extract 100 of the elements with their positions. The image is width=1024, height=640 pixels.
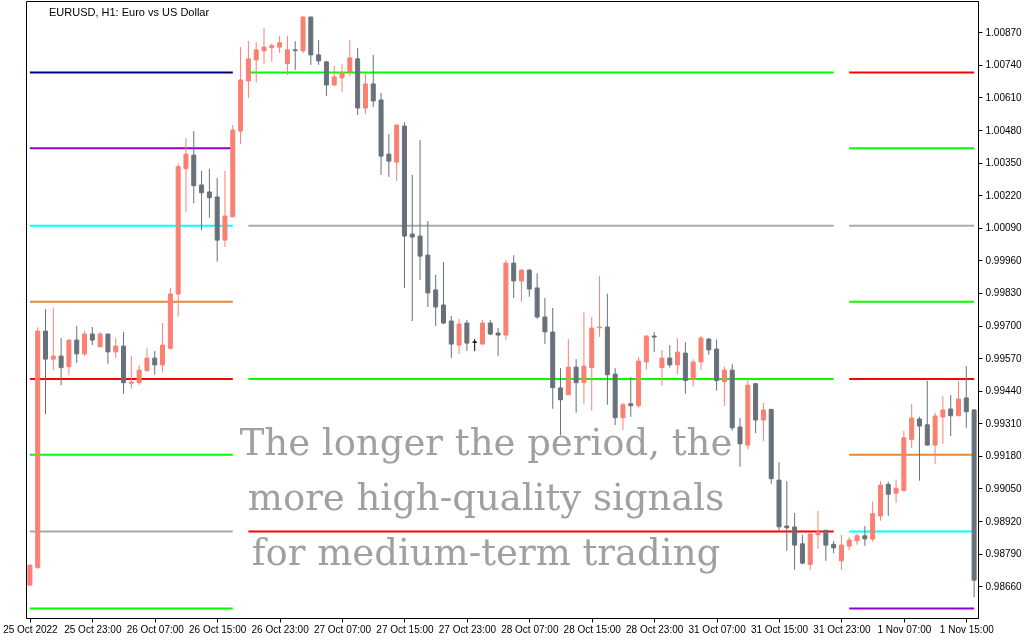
- candlestick: [74, 325, 80, 364]
- candlestick: [386, 133, 392, 178]
- candlestick: [659, 349, 665, 387]
- y-tick-label: 0.98790: [985, 548, 1023, 560]
- y-tick-label: 0.98660: [985, 580, 1023, 592]
- candlestick: [955, 380, 961, 417]
- candlestick: [581, 311, 587, 405]
- x-tick-label: 1 Nov 07:00: [877, 623, 932, 635]
- candlestick: [948, 394, 954, 437]
- candlestick: [963, 365, 969, 429]
- y-tick-label: 1.00220: [985, 189, 1023, 201]
- candlestick: [433, 274, 439, 327]
- y-tick-label: 1.00480: [985, 124, 1023, 136]
- candlestick: [792, 512, 798, 571]
- candlestick: [690, 358, 696, 388]
- candlestick: [417, 139, 423, 281]
- candlestick: [253, 41, 259, 84]
- candlestick: [128, 355, 134, 390]
- candlestick: [136, 364, 142, 386]
- candlestick: [519, 268, 525, 303]
- candlestick: [885, 481, 891, 517]
- x-tick-label: 27 Oct 07:00: [313, 623, 372, 635]
- candlestick: [511, 254, 517, 299]
- candlestick: [667, 344, 673, 369]
- candlestick: [651, 331, 657, 353]
- candlestick: [183, 137, 189, 213]
- candlestick: [495, 327, 501, 357]
- candlestick: [269, 43, 275, 63]
- candlestick: [815, 510, 821, 550]
- y-tick-label: 0.99830: [985, 287, 1023, 299]
- y-tick-label: 0.99570: [985, 352, 1023, 364]
- x-tick-label: 25 Oct 2022: [3, 623, 59, 635]
- candlestick: [940, 395, 946, 445]
- candlestick: [573, 358, 579, 414]
- candlestick: [144, 347, 150, 373]
- x-tick-label: 1 Nov 15:00: [939, 623, 995, 635]
- y-tick-label: 0.99960: [985, 254, 1023, 266]
- x-tick-label: 27 Oct 15:00: [376, 623, 435, 635]
- x-tick-label: 27 Oct 23:00: [438, 623, 497, 635]
- y-tick-label: 1.00610: [985, 91, 1023, 103]
- candlestick: [339, 63, 345, 93]
- x-tick-label: 28 Oct 15:00: [563, 623, 622, 635]
- y-tick-label: 1.00090: [985, 222, 1023, 234]
- candlestick: [799, 534, 805, 565]
- candlestick: [347, 39, 353, 77]
- annotation: The longer the period, the more high-quality signals for medium-term trading: [239, 421, 733, 574]
- x-tick-label: 26 Oct 07:00: [126, 623, 185, 635]
- candlestick: [862, 525, 868, 547]
- candlestick: [924, 380, 930, 446]
- x-tick-label: 28 Oct 07:00: [501, 623, 559, 635]
- candlestick: [916, 416, 922, 482]
- y-tick-label: 1.00870: [985, 26, 1023, 38]
- candlestick: [909, 403, 915, 449]
- candlestick: [628, 376, 634, 418]
- y-tick-label: 0.99700: [985, 320, 1023, 332]
- candlestick: [854, 532, 860, 546]
- candlestick: [597, 275, 603, 338]
- candlestick: [893, 478, 899, 504]
- x-tick-label: 26 Oct 23:00: [251, 623, 310, 635]
- candlestick: [721, 366, 727, 407]
- y-tick-label: 0.99440: [985, 385, 1023, 397]
- x-tick-label: 25 Oct 23:00: [64, 623, 122, 635]
- candlestick: [823, 529, 829, 562]
- candlestick: [479, 319, 485, 345]
- candlestick: [448, 315, 454, 359]
- candlestick: [370, 54, 376, 108]
- candlestick: [409, 174, 415, 322]
- x-tick-label: 26 Oct 15:00: [189, 623, 247, 635]
- candlestick: [323, 60, 329, 97]
- candlestick: [737, 417, 743, 468]
- y-tick-label: 0.98920: [985, 515, 1023, 527]
- candlestick: [292, 40, 298, 71]
- candlestick: [245, 40, 251, 99]
- candlestick: [199, 170, 205, 231]
- y-tick-label: 0.99050: [985, 482, 1023, 494]
- candlestick: [261, 27, 267, 65]
- x-tick-label: 31 Oct 23:00: [813, 623, 872, 635]
- x-tick-label: 31 Oct 15:00: [750, 623, 809, 635]
- candlestick: [152, 350, 158, 376]
- candlestick: [284, 35, 290, 76]
- candlestick: [331, 65, 337, 87]
- candlestick: [698, 335, 704, 371]
- candlestick: [440, 261, 446, 325]
- y-tick-label: 1.00740: [985, 59, 1023, 71]
- candlestick: [206, 168, 212, 219]
- candlestick: [784, 480, 790, 552]
- candlestick: [50, 307, 56, 371]
- candlestick: [82, 330, 88, 357]
- y-tick-label: 1.00350: [985, 157, 1023, 169]
- candlestick: [464, 319, 470, 352]
- candlestick: [89, 326, 95, 346]
- candlestick: [838, 534, 844, 571]
- candlestick: [113, 337, 119, 359]
- y-tick-label: 0.99310: [985, 417, 1023, 429]
- x-tick-label: 28 Oct 23:00: [626, 623, 684, 635]
- chart-title: EURUSD, H1: Euro vs US Dollar: [49, 6, 210, 18]
- candlestick: [58, 337, 64, 386]
- candlestick: [105, 333, 111, 365]
- candlestick: [160, 322, 166, 374]
- candlestick: [27, 564, 33, 586]
